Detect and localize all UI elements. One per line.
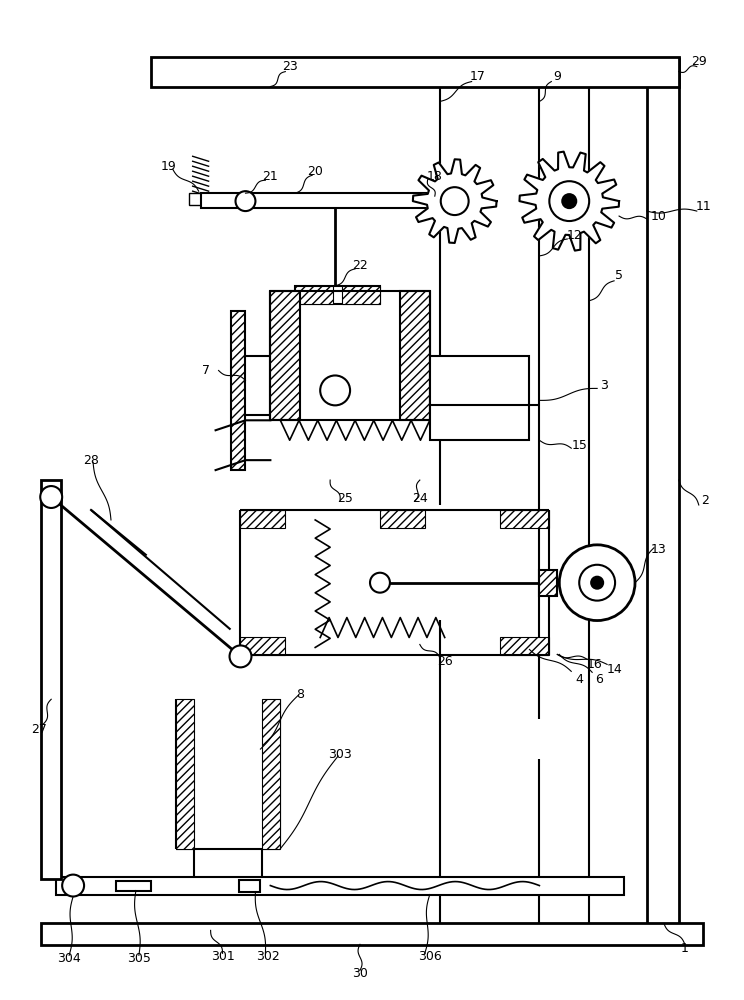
Circle shape xyxy=(370,573,390,593)
Text: 26: 26 xyxy=(437,655,452,668)
Circle shape xyxy=(62,875,84,897)
Circle shape xyxy=(580,565,615,601)
Circle shape xyxy=(440,187,469,215)
Circle shape xyxy=(230,645,251,667)
Bar xyxy=(231,311,246,470)
Bar xyxy=(240,510,286,528)
Bar xyxy=(189,193,213,205)
Text: 7: 7 xyxy=(202,364,210,377)
Circle shape xyxy=(320,375,350,405)
Text: 5: 5 xyxy=(615,269,623,282)
Bar xyxy=(57,877,624,895)
Text: 21: 21 xyxy=(263,170,278,183)
Bar xyxy=(263,699,280,849)
Text: 302: 302 xyxy=(257,950,280,963)
Bar xyxy=(295,286,380,304)
Text: 25: 25 xyxy=(337,492,353,505)
Bar xyxy=(499,510,549,528)
Bar xyxy=(400,291,430,420)
Bar xyxy=(430,356,530,440)
Bar xyxy=(116,881,151,891)
Text: 23: 23 xyxy=(283,60,298,73)
Text: 19: 19 xyxy=(161,160,176,173)
Text: 3: 3 xyxy=(600,379,608,392)
Text: 13: 13 xyxy=(651,543,667,556)
Text: 10: 10 xyxy=(651,210,667,223)
Text: 27: 27 xyxy=(31,723,47,736)
Polygon shape xyxy=(413,159,496,243)
Text: 9: 9 xyxy=(554,70,561,83)
Bar xyxy=(41,923,703,945)
Circle shape xyxy=(559,545,635,621)
Circle shape xyxy=(40,486,62,508)
Text: 11: 11 xyxy=(696,200,711,213)
Circle shape xyxy=(236,191,255,211)
Text: 28: 28 xyxy=(83,454,99,467)
Text: 22: 22 xyxy=(352,259,368,272)
Text: 16: 16 xyxy=(586,658,602,671)
Text: 14: 14 xyxy=(606,663,622,676)
Text: 30: 30 xyxy=(352,967,368,980)
Text: 18: 18 xyxy=(427,170,443,183)
Text: 303: 303 xyxy=(328,748,352,761)
Text: 24: 24 xyxy=(412,492,428,505)
Text: 2: 2 xyxy=(701,493,709,506)
Text: 17: 17 xyxy=(469,70,486,83)
Bar xyxy=(499,637,549,655)
Text: 15: 15 xyxy=(571,439,587,452)
Text: 305: 305 xyxy=(127,952,151,965)
Text: 8: 8 xyxy=(296,688,304,701)
Circle shape xyxy=(562,194,577,208)
Text: 20: 20 xyxy=(307,165,323,178)
Bar xyxy=(270,291,301,420)
Bar xyxy=(342,286,380,304)
Bar xyxy=(239,880,260,892)
Text: 1: 1 xyxy=(681,942,689,955)
Bar xyxy=(380,510,425,528)
Bar xyxy=(151,57,679,87)
Circle shape xyxy=(591,577,603,589)
Text: 4: 4 xyxy=(575,673,583,686)
Text: 6: 6 xyxy=(595,673,603,686)
Text: 29: 29 xyxy=(691,55,707,68)
Bar xyxy=(201,193,445,208)
Text: 306: 306 xyxy=(418,950,442,963)
Text: 304: 304 xyxy=(57,952,81,965)
Bar xyxy=(176,699,193,849)
Bar xyxy=(539,570,557,596)
Text: 12: 12 xyxy=(566,229,582,242)
Bar xyxy=(41,480,61,879)
Bar xyxy=(240,637,286,655)
Bar xyxy=(295,286,333,304)
Circle shape xyxy=(549,181,589,221)
Text: 301: 301 xyxy=(211,950,234,963)
Polygon shape xyxy=(519,152,619,251)
